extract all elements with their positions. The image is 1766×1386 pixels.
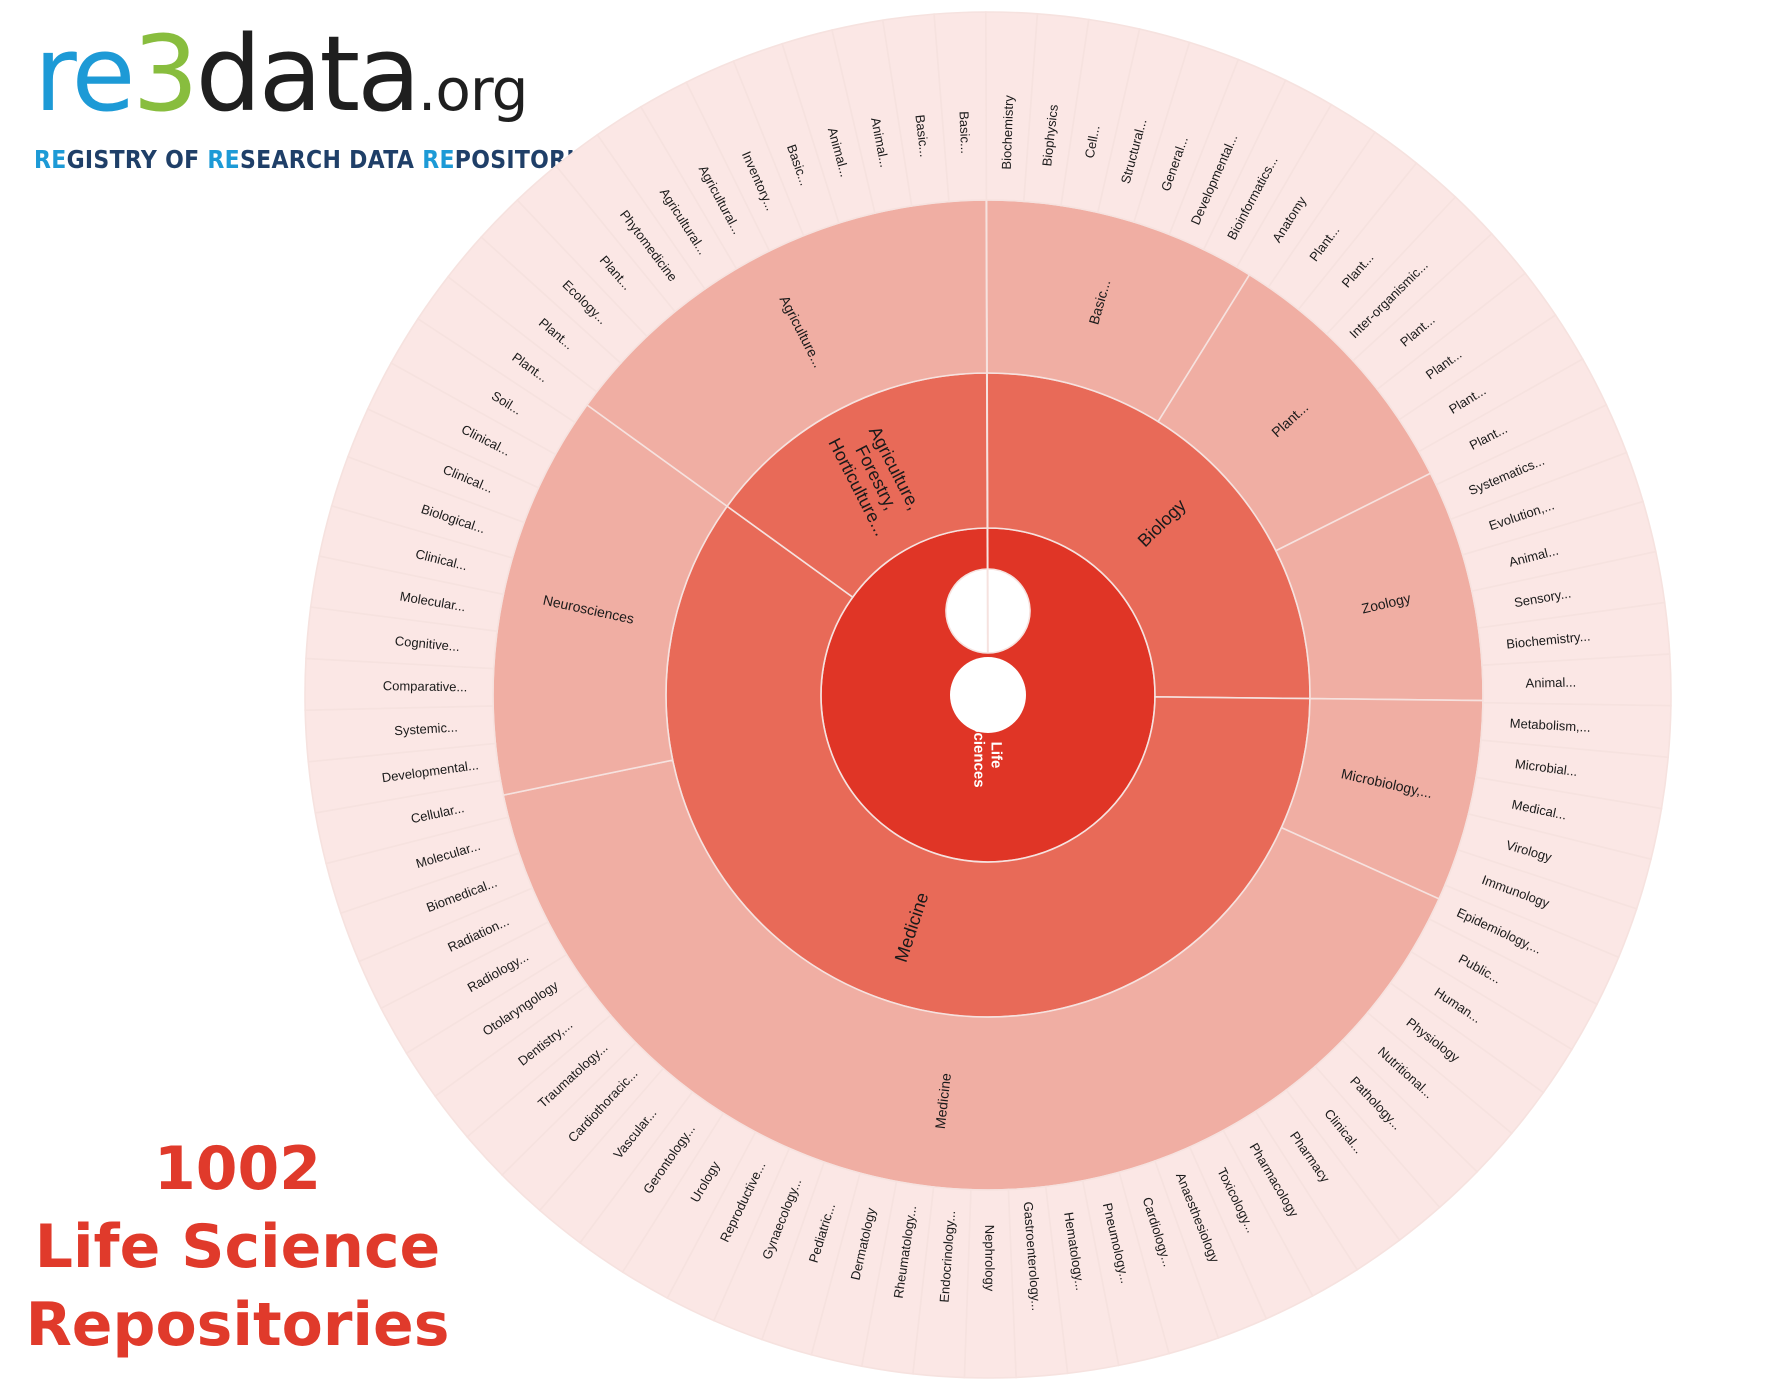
count-label-line-1: Life Science [34,1212,441,1282]
label-l4-animal-20: Animal... [1525,674,1576,690]
logo-re: re [34,13,135,135]
tagline-part-2: SEARCH DATA [239,146,423,175]
label-l4-endocrinology-42: Endocrinology... [936,1210,958,1303]
logo-data: data [195,13,421,135]
logo-org: .org [417,56,529,124]
label-l4-systemic-61: Systemic... [394,719,458,738]
logo-tagline: REGISTRY OF RESEARCH DATA REPOSITORIES [34,146,606,175]
label-l4-cell-2: Cell... [1082,124,1103,159]
repository-count-block: 1002 Life Science Repositories [0,1130,475,1364]
tagline-part-1: GISTRY OF [66,146,208,175]
root-boundary-line [985,199,989,654]
logo-3: 3 [132,13,198,135]
tagline-re-3: RE [422,146,455,175]
tagline-re-1: RE [34,146,67,175]
label-l4-biophysics-1: Biophysics [1039,103,1061,167]
label-l4-comparative-62: Comparative... [383,678,468,694]
repository-count: 1002 [154,1134,321,1204]
label-l3-medicine: Medicine [932,1072,954,1130]
label-l4-basic-81: Basic... [912,114,932,158]
label-l4-basic-82: Basic... [956,111,973,154]
label-l4-biochemistry-0: Biochemistry [999,94,1017,169]
center-hole [950,657,1026,733]
re3data-logo: re3data.org REGISTRY OF RESEARCH DATA RE… [34,22,606,175]
label-l4-metabolism-21: Metabolism,... [1509,716,1591,735]
label-l4-cognitive-63: Cognitive... [394,633,460,654]
label-l4-nephrology-41: Nephrology [982,1225,997,1292]
tagline-re-2: RE [207,146,240,175]
label-l1-life-sciences: LifeSciences [970,722,1004,787]
count-label-line-2: Repositories [25,1290,450,1360]
logo-wordmark: re3data.org [34,22,606,142]
